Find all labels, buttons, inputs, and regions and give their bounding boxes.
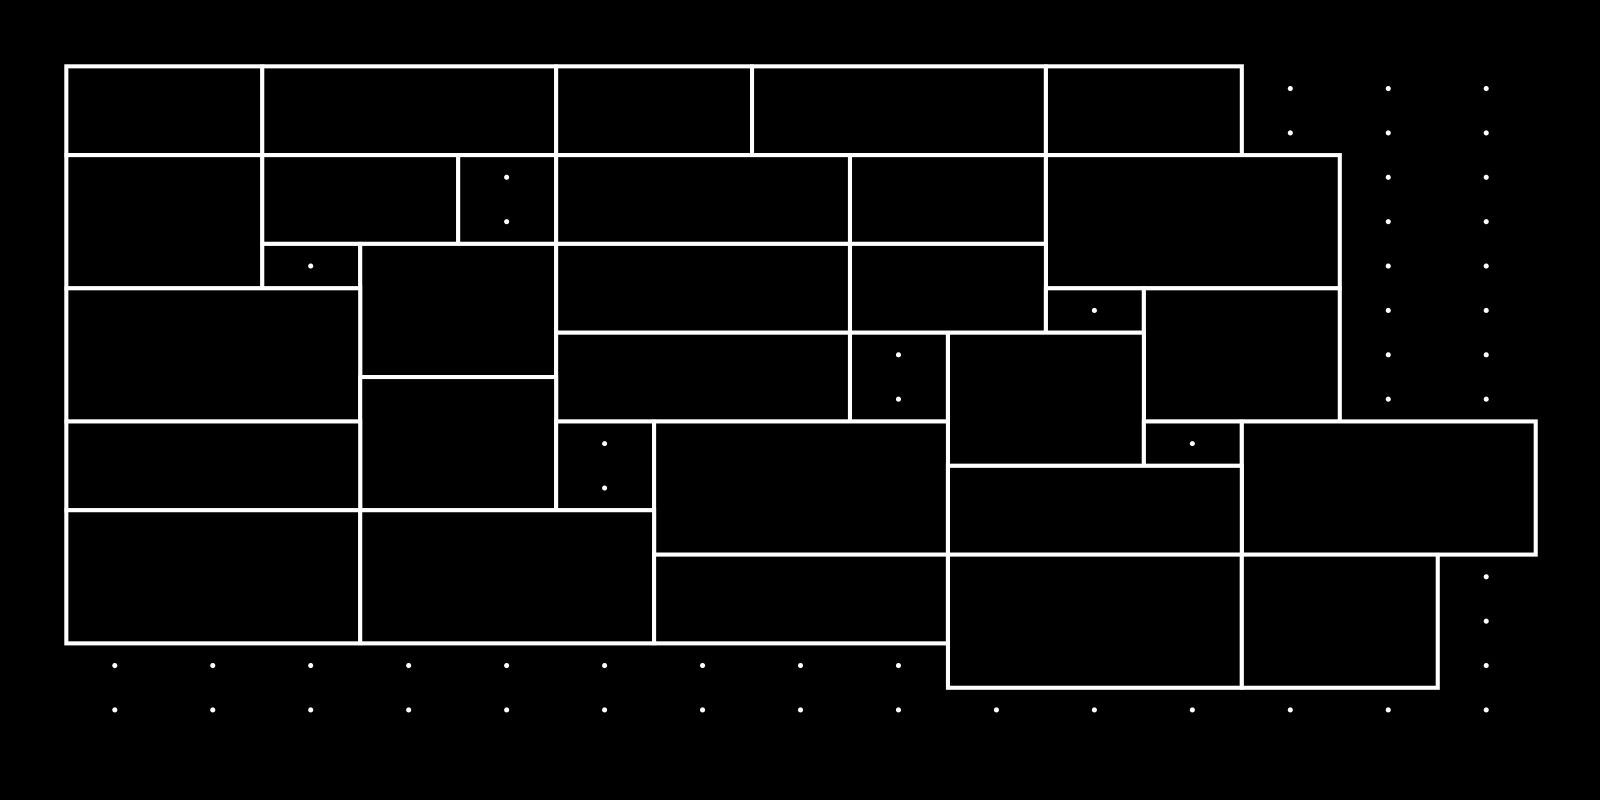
dot (210, 707, 216, 713)
dot (700, 707, 706, 713)
dot (210, 663, 216, 669)
tile (456, 153, 559, 246)
dot (895, 396, 902, 402)
tile (64, 419, 363, 513)
tile (260, 153, 461, 246)
dot (1483, 219, 1489, 225)
dot (602, 663, 608, 669)
tile (358, 241, 559, 380)
dot (1091, 307, 1097, 314)
tile (1239, 419, 1538, 557)
dot (1483, 618, 1489, 624)
dot (1483, 263, 1489, 269)
tile (64, 64, 265, 158)
tile (1043, 64, 1244, 158)
tile (554, 64, 755, 158)
dot (602, 707, 608, 713)
tile (358, 375, 559, 513)
dot (112, 707, 118, 713)
dot (602, 441, 608, 447)
dot (1091, 707, 1097, 713)
tile (652, 419, 950, 557)
tile (1043, 153, 1342, 291)
tile (554, 241, 853, 335)
dot (1483, 85, 1489, 92)
dot (1483, 574, 1489, 580)
dot (797, 663, 804, 669)
dot (308, 663, 314, 669)
dot (1189, 707, 1195, 713)
tile (945, 330, 1146, 468)
dot (1287, 85, 1293, 92)
tile (554, 330, 853, 424)
dot (1385, 396, 1391, 402)
dot (797, 707, 804, 713)
dot (1385, 174, 1391, 180)
dot (1483, 307, 1489, 314)
tile (554, 419, 657, 513)
dot (1483, 663, 1489, 669)
dot (406, 663, 412, 669)
tile (945, 552, 1244, 690)
dot (112, 663, 118, 669)
dot (1385, 130, 1391, 136)
dot (1483, 396, 1489, 402)
tile (847, 241, 1048, 335)
tile (945, 463, 1244, 557)
dot (504, 663, 510, 669)
dot (1189, 441, 1195, 447)
dot (1287, 130, 1293, 136)
tile (750, 64, 1048, 158)
tile (652, 552, 950, 646)
dot (1287, 707, 1293, 713)
dot (700, 663, 706, 669)
dot (504, 174, 510, 180)
tile (64, 286, 363, 424)
dot (504, 707, 510, 713)
dot (895, 663, 902, 669)
dot (1385, 263, 1391, 269)
tile (358, 508, 657, 646)
dot (1483, 174, 1489, 180)
tile (1239, 552, 1440, 690)
dot (895, 707, 902, 713)
dot (1483, 130, 1489, 136)
dot (993, 707, 999, 713)
tile (64, 153, 265, 291)
tile (1141, 286, 1342, 424)
tile (64, 508, 363, 646)
dot (1483, 352, 1489, 358)
tile (554, 153, 853, 246)
dot (308, 707, 314, 713)
dot (308, 263, 314, 269)
tile (847, 330, 950, 424)
dot (1385, 307, 1391, 314)
dot (1385, 219, 1391, 225)
dot (895, 352, 902, 358)
dot (504, 219, 510, 225)
dot (406, 707, 412, 713)
dot (1483, 707, 1489, 713)
dot (602, 485, 608, 491)
dot (1385, 707, 1391, 713)
dot (1385, 85, 1391, 92)
tile (847, 153, 1048, 246)
tile (260, 64, 559, 158)
dot (1385, 352, 1391, 358)
